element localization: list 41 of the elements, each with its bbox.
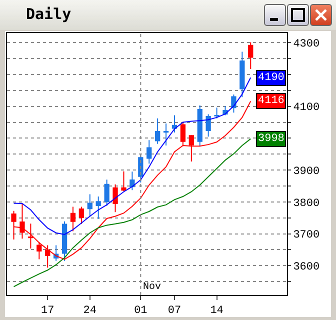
- x-tick-label: 01: [134, 305, 148, 318]
- candlestick: [155, 118, 160, 144]
- y-tick-label: 3800: [293, 198, 320, 210]
- candlestick: [130, 171, 135, 191]
- candlestick: [146, 140, 152, 164]
- candlestick: [20, 203, 25, 240]
- x-tick-label: 24: [83, 305, 97, 318]
- y-tick-label: 3700: [293, 230, 320, 242]
- candlestick: [206, 114, 211, 138]
- candlestick: [240, 51, 245, 98]
- data-label: 4190: [258, 72, 284, 84]
- x-tick-label: 07: [168, 305, 182, 318]
- y-tick-label: 4300: [293, 38, 320, 50]
- candlestick: [172, 114, 178, 133]
- candlestick: [180, 121, 186, 147]
- line-series: [13, 138, 252, 288]
- x-tick-label: 14: [210, 305, 224, 318]
- data-label: 3998: [258, 133, 284, 145]
- chart-title: Daily: [26, 5, 72, 23]
- line-series: [13, 77, 252, 235]
- candlestick: [248, 42, 254, 70]
- candlestick: [96, 196, 101, 220]
- candlestick: [222, 105, 228, 116]
- candlestick: [87, 194, 92, 218]
- candlestick: [121, 170, 126, 192]
- y-tick-label: 3600: [293, 262, 320, 274]
- candlestick: [188, 134, 194, 162]
- x-tick-label: 17: [41, 305, 54, 318]
- candlestick: [197, 104, 202, 147]
- y-tick-label: 4100: [293, 102, 320, 114]
- candlestick: [70, 206, 76, 232]
- candlestick: [163, 123, 169, 146]
- candlestick: [28, 223, 34, 249]
- ref-line-label: Nov: [143, 282, 162, 293]
- y-tick-label: 3900: [293, 166, 320, 178]
- data-label: 4116: [258, 95, 284, 107]
- candlestick: [62, 220, 68, 262]
- candlestick: [214, 107, 220, 119]
- candlestick: [112, 184, 118, 213]
- candlestick: [78, 206, 84, 224]
- candlestick: [104, 179, 110, 206]
